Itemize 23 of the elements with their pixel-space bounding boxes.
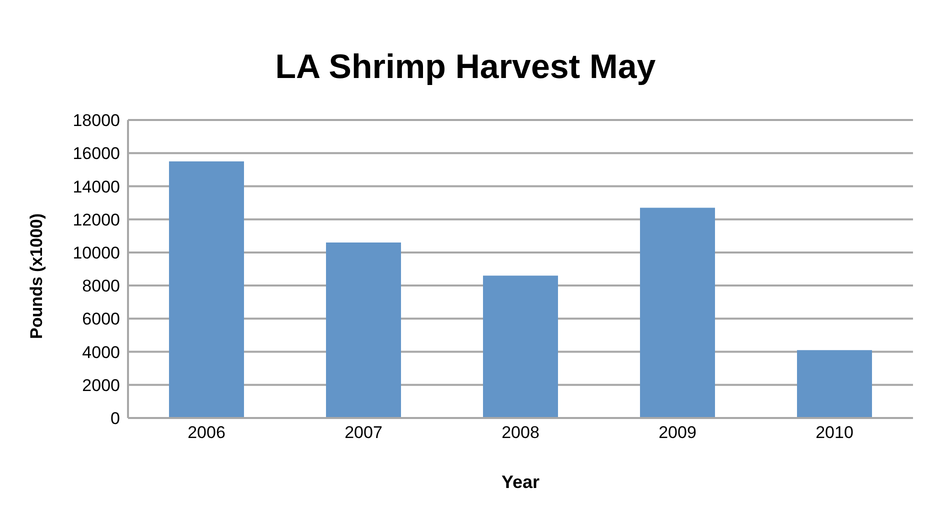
bar [797,350,872,418]
chart-title: LA Shrimp Harvest May [274,47,657,88]
y-tick-label: 0 [110,409,120,428]
y-axis-title: Pounds (x1000) [27,213,46,339]
y-tick-label: 8000 [82,276,120,296]
x-tick-label: 2010 [816,423,854,442]
y-tick-label: 14000 [72,177,120,196]
y-tick-label: 12000 [72,210,120,230]
x-tick-label: 2006 [188,423,226,442]
bar [640,208,715,418]
y-tick-label: 10000 [72,243,120,262]
bar [169,161,244,418]
bar [326,242,401,418]
y-tick-label: 4000 [82,342,120,362]
x-tick-label: 2008 [502,423,540,442]
bar [483,276,558,418]
x-tick-label: 2007 [344,423,382,442]
x-tick-label: 2009 [658,423,696,442]
y-tick-label: 16000 [72,144,120,164]
y-tick-label: 18000 [72,111,120,130]
x-axis-title: Year [501,472,540,492]
y-tick-label: 6000 [82,310,120,329]
y-tick-label: 2000 [82,376,120,395]
